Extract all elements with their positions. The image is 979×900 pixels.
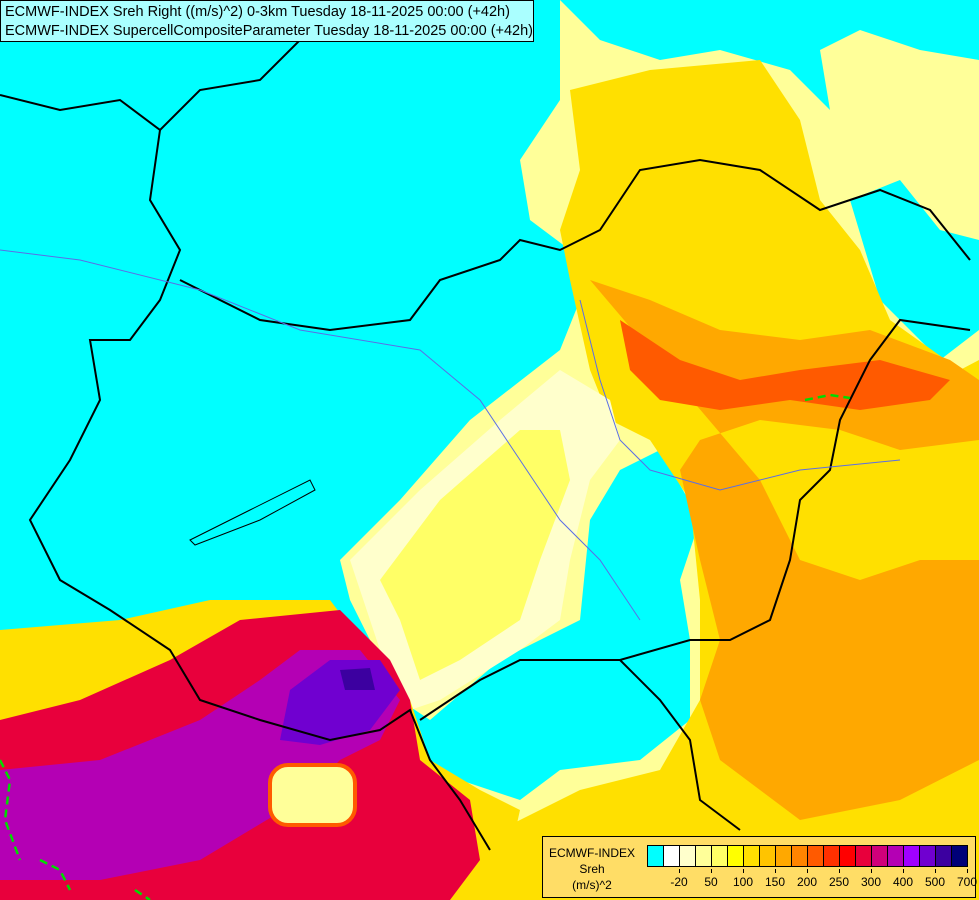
legend-swatch (760, 846, 776, 866)
sreh-field-east-red (620, 320, 950, 410)
legend-title: ECMWF-INDEX (549, 846, 635, 860)
legend-tick (903, 869, 904, 873)
scp-contour (0, 759, 151, 900)
legend-swatch (824, 846, 840, 866)
legend-tick (935, 869, 936, 873)
legend-swatch (648, 846, 664, 866)
country-border (419, 318, 971, 721)
legend-swatch (664, 846, 680, 866)
legend-swatch (872, 846, 888, 866)
river (0, 249, 641, 621)
river (579, 299, 901, 491)
legend-label: ECMWF-INDEX Sreh (m/s)^2 (547, 845, 637, 893)
sreh-field-east-orange (590, 280, 979, 820)
legend-swatch (696, 846, 712, 866)
legend-swatch (952, 846, 967, 866)
sreh-field-central-yellow (380, 430, 570, 680)
country-border (0, 94, 491, 851)
legend-swatch (888, 846, 904, 866)
legend-swatch (680, 846, 696, 866)
map-title-box: ECMWF-INDEX Sreh Right ((m/s)^2) 0-3km T… (0, 0, 534, 42)
legend-swatch (808, 846, 824, 866)
legend-swatch (792, 846, 808, 866)
legend-swatch (840, 846, 856, 866)
legend-ticks: -20 50 100 150 200 250 300 400 500 700 (647, 869, 977, 893)
legend-tick-label: 700 (956, 875, 978, 889)
sreh-field-local-minimum (268, 763, 357, 827)
sreh-field-southwest-navy (340, 668, 375, 690)
legend-tick (807, 869, 808, 873)
legend-tick-label: 300 (860, 875, 882, 889)
lake-outline (189, 479, 316, 546)
legend-tick-label: 500 (924, 875, 946, 889)
legend-swatch (904, 846, 920, 866)
legend-tick (839, 869, 840, 873)
legend-swatch (712, 846, 728, 866)
title-scp: ECMWF-INDEX SupercellCompositeParameter … (5, 23, 534, 39)
color-legend: ECMWF-INDEX Sreh (m/s)^2 -20 50 100 150 200 2… (542, 836, 977, 898)
legend-swatch (728, 846, 744, 866)
country-border (619, 659, 741, 831)
legend-tick (871, 869, 872, 873)
legend-tick-label: 50 (704, 875, 718, 889)
legend-tick-label: 200 (796, 875, 818, 889)
legend-swatch (936, 846, 952, 866)
legend-tick-label: 250 (828, 875, 850, 889)
legend-swatch (920, 846, 936, 866)
legend-tick-label: 100 (732, 875, 754, 889)
legend-swatch (776, 846, 792, 866)
legend-swatches (647, 845, 968, 867)
legend-tick (743, 869, 744, 873)
legend-variable: Sreh (579, 862, 605, 876)
legend-swatch (856, 846, 872, 866)
legend-tick (711, 869, 712, 873)
legend-tick-label: -20 (670, 875, 688, 889)
legend-swatch (744, 846, 760, 866)
legend-tick-label: 400 (892, 875, 914, 889)
country-border (179, 158, 971, 332)
legend-tick (775, 869, 776, 873)
legend-unit: (m/s)^2 (572, 878, 612, 892)
title-sreh: ECMWF-INDEX Sreh Right ((m/s)^2) 0-3km T… (5, 4, 510, 20)
legend-tick-label: 150 (764, 875, 786, 889)
legend-tick (679, 869, 680, 873)
legend-tick (967, 869, 968, 873)
